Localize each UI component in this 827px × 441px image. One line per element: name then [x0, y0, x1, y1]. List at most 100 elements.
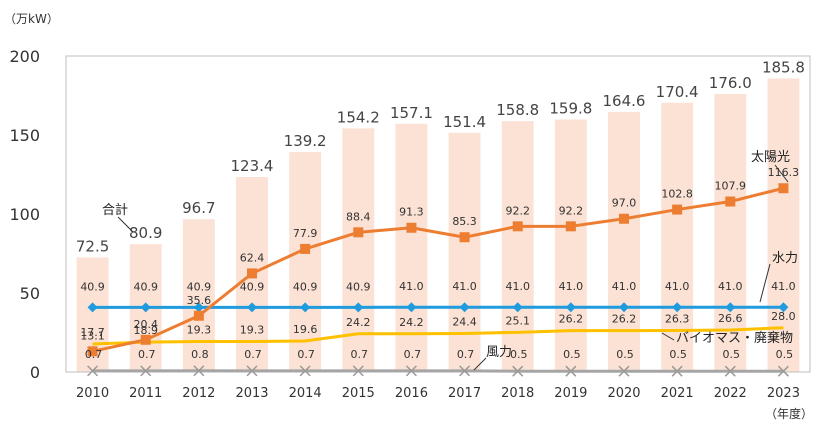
hydro-series-label: 水力	[772, 251, 798, 266]
wind-value-label: 0.7	[351, 348, 369, 361]
wind-value-label: 0.5	[510, 348, 528, 361]
series-point-solar	[194, 311, 204, 321]
hydro-value-label: 41.0	[612, 280, 637, 293]
biomass-value-label: 28.0	[771, 310, 796, 323]
solar-series-label: 太陽光	[751, 150, 790, 165]
x-tick-label: 2012	[182, 386, 215, 401]
hydro-value-label: 40.9	[293, 280, 318, 293]
hydro-value-label: 40.9	[346, 280, 371, 293]
bar-total-2018	[502, 121, 534, 372]
bar-total-label: 80.9	[129, 224, 162, 242]
bar-total-label: 176.0	[709, 74, 752, 92]
series-point-solar	[247, 268, 257, 278]
solar-value-label: 91.3	[399, 206, 424, 219]
hydro-value-label: 41.0	[718, 280, 743, 293]
hydro-value-label: 41.0	[452, 280, 477, 293]
series-point-solar	[619, 214, 629, 224]
biomass-value-label: 26.2	[559, 313, 584, 326]
biomass-value-label: 19.3	[240, 324, 265, 337]
series-point-solar	[353, 227, 363, 237]
wind-value-label: 0.7	[297, 348, 315, 361]
biomass-value-label: 17.7	[80, 326, 105, 339]
x-tick-label: 2018	[501, 386, 534, 401]
solar-value-label: 92.2	[559, 204, 584, 217]
series-point-solar	[460, 232, 470, 242]
biomass-value-label: 26.6	[718, 312, 743, 325]
y-tick-label: 150	[9, 126, 40, 145]
wind-value-label: 0.5	[776, 348, 794, 361]
biomass-value-label: 24.2	[399, 316, 424, 329]
solar-value-label: 85.3	[452, 215, 477, 228]
solar-value-label: 62.4	[240, 251, 265, 264]
hydro-value-label: 40.9	[187, 280, 212, 293]
solar-value-label: 35.6	[187, 294, 212, 307]
x-tick-label: 2015	[342, 386, 375, 401]
x-tick-label: 2014	[289, 386, 322, 401]
series-point-solar	[406, 223, 416, 233]
wind-value-label: 0.7	[404, 348, 422, 361]
wind-value-label: 0.7	[85, 348, 103, 361]
biomass-value-label: 25.1	[505, 314, 530, 327]
solar-value-label: 88.4	[346, 210, 371, 223]
bar-total-label: 158.8	[496, 101, 539, 119]
bar-total-label: 96.7	[182, 199, 215, 217]
y-tick-label: 200	[9, 47, 40, 66]
x-tick-label: 2023	[767, 386, 800, 401]
solar-value-label: 116.3	[768, 166, 800, 179]
x-tick-label: 2020	[607, 386, 640, 401]
bars-layer	[77, 78, 800, 372]
solar-value-label: 77.9	[293, 227, 318, 240]
x-tick-label: 2021	[661, 386, 694, 401]
y-unit-label: （万kW）	[4, 12, 59, 26]
y-tick-label: 0	[30, 363, 40, 382]
wind-value-label: 0.7	[457, 348, 475, 361]
bar-total-label: 123.4	[231, 157, 274, 175]
bar-total-2020	[608, 112, 640, 372]
y-tick-label: 50	[20, 284, 40, 303]
bar-total-label: 139.2	[284, 132, 327, 150]
wind-value-label: 0.5	[669, 348, 687, 361]
x-tick-label: 2013	[235, 386, 268, 401]
wind-value-label: 0.5	[616, 348, 634, 361]
biomass-value-label: 19.6	[293, 323, 318, 336]
hydro-value-label: 40.9	[80, 280, 105, 293]
biomass-value-label: 26.3	[665, 312, 690, 325]
bar-total-2019	[555, 120, 587, 372]
x-tick-label: 2022	[714, 386, 747, 401]
wind-series-label: 風力	[486, 345, 512, 360]
hydro-value-label: 41.0	[665, 280, 690, 293]
wind-value-label: 0.5	[563, 348, 581, 361]
x-tick-label: 2019	[554, 386, 587, 401]
x-tick-label: 2011	[129, 386, 162, 401]
solar-value-label: 102.8	[661, 188, 693, 201]
x-tick-label: 2017	[448, 386, 481, 401]
solar-value-label: 97.0	[612, 197, 637, 210]
hydro-value-label: 41.0	[505, 280, 530, 293]
biomass-value-label: 26.2	[612, 313, 637, 326]
biomass-value-label: 24.4	[452, 315, 477, 328]
biomass-series-label: バイオマス・廃棄物	[676, 330, 793, 346]
bar-total-2017	[449, 133, 481, 372]
series-point-solar	[725, 197, 735, 207]
x-unit-label: （年度）	[765, 406, 813, 421]
x-tick-label: 2016	[395, 386, 428, 401]
hydro-value-label: 40.9	[133, 280, 158, 293]
series-point-solar	[300, 244, 310, 254]
total-series-label: 合計	[102, 202, 128, 218]
hydro-value-label: 41.0	[771, 280, 796, 293]
bar-total-label: 72.5	[76, 237, 109, 255]
series-point-solar	[672, 205, 682, 215]
bar-total-label: 170.4	[656, 83, 699, 101]
wind-value-label: 0.8	[191, 348, 209, 361]
bar-total-label: 157.1	[390, 104, 433, 122]
bar-total-label: 159.8	[549, 100, 592, 118]
hydro-value-label: 41.0	[399, 280, 424, 293]
wind-value-label: 0.5	[723, 348, 741, 361]
series-point-solar	[778, 183, 788, 193]
series-point-solar	[566, 221, 576, 231]
bar-total-label: 185.8	[762, 58, 805, 76]
biomass-value-label: 24.2	[346, 316, 371, 329]
series-point-solar	[513, 221, 523, 231]
